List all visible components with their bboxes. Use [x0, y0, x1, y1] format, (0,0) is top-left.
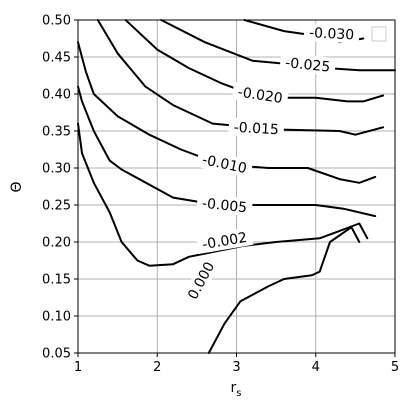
contour-line--0.005: [77, 85, 377, 218]
contour-line--0.015: [96, 19, 385, 136]
contour-label-bg: [195, 227, 254, 254]
contour-label--0.010: -0.010: [195, 149, 254, 179]
y-tick-label: 0.10: [42, 310, 71, 325]
contour-label-text: 0.000: [185, 260, 218, 303]
contour-label-bg: [196, 193, 253, 217]
contour-label--0.025: -0.025: [279, 52, 337, 77]
y-tick-label: 0.40: [42, 88, 71, 103]
contour-label-text: -0.030: [309, 25, 355, 43]
contour-label-bg: [195, 149, 254, 179]
contour-label--0.020: -0.020: [231, 81, 289, 108]
y-tick-label: 0.05: [42, 347, 71, 362]
contour-label-text: -0.005: [201, 196, 248, 217]
contour-label-bg: [231, 81, 289, 108]
x-tick-label: 5: [391, 360, 399, 375]
x-tick-label: 1: [74, 360, 82, 375]
x-tick-label: 3: [232, 360, 240, 375]
y-tick-label: 0.45: [42, 51, 71, 66]
contour-label--0.005: -0.005: [196, 193, 253, 217]
y-tick-label: 0.50: [42, 14, 71, 29]
contour-labels: 0.000 -0.002 -0.005 -0.010 -0.015 -0.020-0.02…: [181, 22, 360, 306]
y-tick-label: 0.30: [42, 162, 71, 177]
contour-label--0.015: -0.015: [228, 117, 285, 139]
contour-label--0.002: -0.002: [195, 227, 254, 254]
contour-label--0.030: -0.030: [303, 22, 360, 44]
y-tick-label: 0.35: [42, 125, 71, 140]
contour-line--0.025: [160, 19, 396, 72]
contour-line-0.000: [207, 226, 361, 354]
y-tick-label: 0.15: [42, 273, 71, 288]
contour-label-0.000: 0.000: [181, 255, 220, 306]
contour-label-text: -0.002: [201, 230, 248, 253]
contour-label-bg: [303, 22, 360, 44]
contour-line--0.002: [77, 122, 369, 267]
contour-label-text: -0.020: [237, 84, 284, 107]
x-tick-label: 2: [153, 360, 161, 375]
contour-label-bg: [279, 52, 337, 77]
contour-label-text: -0.010: [201, 152, 248, 177]
x-axis-ticks: 1 2 3 4 5: [74, 353, 399, 375]
contour-label-text: -0.015: [233, 120, 279, 139]
y-axis-ticks: 0.05 0.10 0.15 0.20 0.25 0.30 0.35 0.40 0.45 0.50: [42, 14, 78, 362]
y-tick-label: 0.20: [42, 236, 71, 251]
x-axis-label: rs: [231, 380, 242, 399]
x-axis-label-main: r: [231, 380, 237, 396]
x-tick-label: 4: [312, 360, 320, 375]
contour-label-bg: [181, 255, 220, 306]
contour-label-bg: [228, 117, 285, 139]
contour-label-text: -0.025: [284, 55, 330, 75]
x-axis-label-sub: s: [236, 388, 241, 399]
y-axis-label: Θ: [9, 181, 25, 192]
y-tick-label: 0.25: [42, 199, 71, 214]
legend-empty-box[interactable]: [371, 26, 387, 42]
